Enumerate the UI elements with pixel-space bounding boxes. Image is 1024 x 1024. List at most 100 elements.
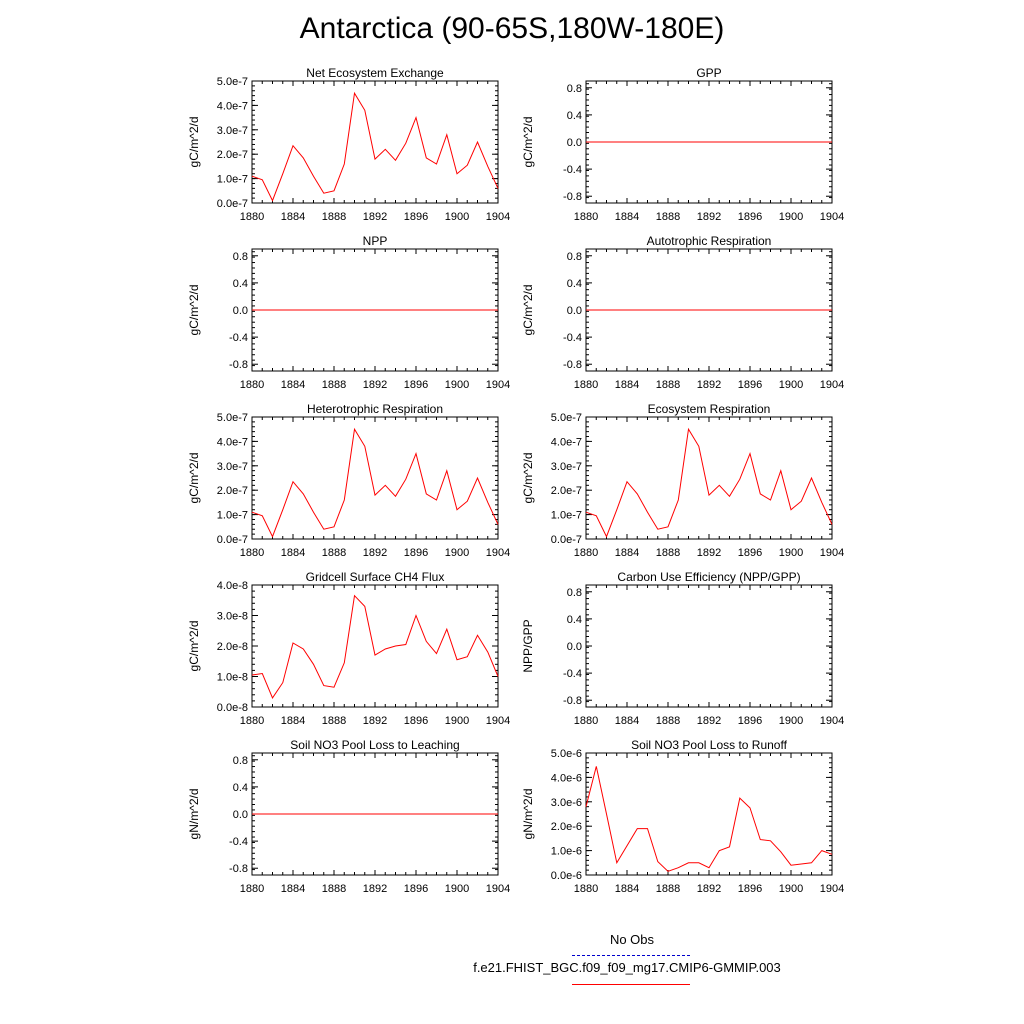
y-tick-label: 4.0e-8 xyxy=(217,580,248,592)
panel-0: Net Ecosystem Exchange gC/m^2/d 1880 1884 18… xyxy=(187,66,510,223)
x-tick-label: 1904 xyxy=(486,715,510,727)
x-tick-label: 1904 xyxy=(486,547,510,559)
y-tick-label: 1.0e-6 xyxy=(551,846,582,858)
y-tick-label: 0.0 xyxy=(567,305,582,317)
y-tick-label: 3.0e-8 xyxy=(217,611,248,623)
x-tick-label: 1884 xyxy=(281,379,305,391)
x-tick-label: 1896 xyxy=(404,883,428,895)
y-tick-label: 3.0e-6 xyxy=(551,797,582,809)
y-tick-label: 0.0e-8 xyxy=(217,702,248,714)
y-tick-label: 2.0e-8 xyxy=(217,641,248,653)
panel-title: GPP xyxy=(696,66,721,80)
panel-1: GPP gC/m^2/d 1880 1884 1888 1892 1896 1900 1904 -… xyxy=(521,66,844,223)
y-tick-label: 0.8 xyxy=(567,83,582,95)
x-tick-label: 1880 xyxy=(240,211,264,223)
y-tick-label: -0.4 xyxy=(229,332,248,344)
series-line-0 xyxy=(585,766,833,872)
x-tick-label: 1888 xyxy=(322,715,346,727)
x-tick-label: 1880 xyxy=(574,715,598,727)
x-tick-label: 1904 xyxy=(820,883,844,895)
x-tick-label: 1888 xyxy=(656,883,680,895)
x-tick-label: 1892 xyxy=(697,883,721,895)
y-tick-label: 1.0e-7 xyxy=(217,174,248,186)
plot-frame xyxy=(251,80,499,204)
x-tick-label: 1892 xyxy=(697,211,721,223)
x-tick-label: 1892 xyxy=(363,715,387,727)
x-tick-label: 1904 xyxy=(486,883,510,895)
y-tick-label: 0.8 xyxy=(233,251,248,263)
y-tick-label: 0.0 xyxy=(567,137,582,149)
plot-frame xyxy=(585,752,833,876)
plot-frame xyxy=(585,584,833,708)
panel-4: Heterotrophic Respiration gC/m^2/d 1880 188… xyxy=(187,402,510,559)
x-tick-label: 1904 xyxy=(820,715,844,727)
x-tick-label: 1896 xyxy=(738,211,762,223)
y-tick-label: 5.0e-7 xyxy=(217,412,248,424)
x-tick-label: 1896 xyxy=(738,547,762,559)
x-tick-label: 1884 xyxy=(615,547,639,559)
x-tick-label: 1900 xyxy=(779,379,803,391)
panel-6: Gridcell Surface CH4 Flux gC/m^2/d 1880 188… xyxy=(187,570,510,727)
x-tick-label: 1896 xyxy=(738,715,762,727)
x-tick-label: 1884 xyxy=(281,211,305,223)
y-tick-label: 0.0 xyxy=(233,809,248,821)
y-axis-label: gC/m^2/d xyxy=(187,621,201,672)
series-line-0 xyxy=(585,427,833,538)
x-tick-label: 1896 xyxy=(404,715,428,727)
y-tick-label: -0.4 xyxy=(563,164,582,176)
y-tick-label: 0.0e-7 xyxy=(217,198,248,210)
x-tick-label: 1900 xyxy=(445,211,469,223)
x-tick-label: 1896 xyxy=(404,547,428,559)
x-tick-label: 1896 xyxy=(404,379,428,391)
x-tick-label: 1892 xyxy=(363,379,387,391)
x-tick-label: 1880 xyxy=(240,379,264,391)
y-tick-label: 4.0e-7 xyxy=(217,436,248,448)
y-tick-label: 3.0e-7 xyxy=(551,461,582,473)
y-tick-label: 3.0e-7 xyxy=(217,125,248,137)
x-tick-label: 1900 xyxy=(779,547,803,559)
x-tick-label: 1880 xyxy=(240,883,264,895)
y-tick-label: -0.8 xyxy=(563,695,582,707)
plot-frame xyxy=(251,584,499,708)
x-tick-label: 1880 xyxy=(574,379,598,391)
x-tick-label: 1892 xyxy=(363,883,387,895)
y-tick-label: 1.0e-7 xyxy=(217,510,248,522)
y-tick-label: 2.0e-6 xyxy=(551,821,582,833)
y-tick-label: 0.0e-6 xyxy=(551,870,582,882)
panel-title: Carbon Use Efficiency (NPP/GPP) xyxy=(617,570,800,584)
panel-title: Autotrophic Respiration xyxy=(647,234,772,248)
y-axis-label: gC/m^2/d xyxy=(521,117,535,168)
x-tick-label: 1888 xyxy=(322,883,346,895)
x-tick-label: 1904 xyxy=(486,211,510,223)
panel-5: Ecosystem Respiration gC/m^2/d 1880 1884 188… xyxy=(521,402,844,559)
y-tick-label: 0.4 xyxy=(233,782,248,794)
panel-title: Soil NO3 Pool Loss to Leaching xyxy=(290,738,459,752)
panel-title: Net Ecosystem Exchange xyxy=(306,66,444,80)
x-tick-label: 1892 xyxy=(363,547,387,559)
y-tick-label: 2.0e-7 xyxy=(551,485,582,497)
y-tick-label: 0.0e-7 xyxy=(551,534,582,546)
x-tick-label: 1888 xyxy=(656,547,680,559)
y-tick-label: 4.0e-6 xyxy=(551,772,582,784)
x-tick-label: 1904 xyxy=(486,379,510,391)
y-tick-label: 2.0e-7 xyxy=(217,485,248,497)
y-axis-label: gC/m^2/d xyxy=(521,453,535,504)
panel-title: Heterotrophic Respiration xyxy=(307,402,443,416)
x-tick-label: 1904 xyxy=(820,211,844,223)
x-tick-label: 1900 xyxy=(445,379,469,391)
y-tick-label: -0.4 xyxy=(229,836,248,848)
y-tick-label: 5.0e-7 xyxy=(551,412,582,424)
plot-frame xyxy=(585,416,833,540)
x-tick-label: 1884 xyxy=(615,211,639,223)
y-tick-label: 5.0e-6 xyxy=(551,748,582,760)
legend-obs-label: No Obs xyxy=(609,932,655,947)
legend-model-label: f.e21.FHIST_BGC.f09_f09_mg17.CMIP6-GMMIP… xyxy=(473,960,781,975)
x-tick-label: 1884 xyxy=(281,715,305,727)
x-tick-label: 1900 xyxy=(445,547,469,559)
panel-2: NPP gC/m^2/d 1880 1884 1888 1892 1896 1900 1904 -… xyxy=(187,234,510,391)
panel-7: Carbon Use Efficiency (NPP/GPP) NPP/GPP 18… xyxy=(521,570,844,727)
y-tick-label: -0.8 xyxy=(229,863,248,875)
y-tick-label: 0.8 xyxy=(233,755,248,767)
legend-model-line xyxy=(572,984,690,985)
